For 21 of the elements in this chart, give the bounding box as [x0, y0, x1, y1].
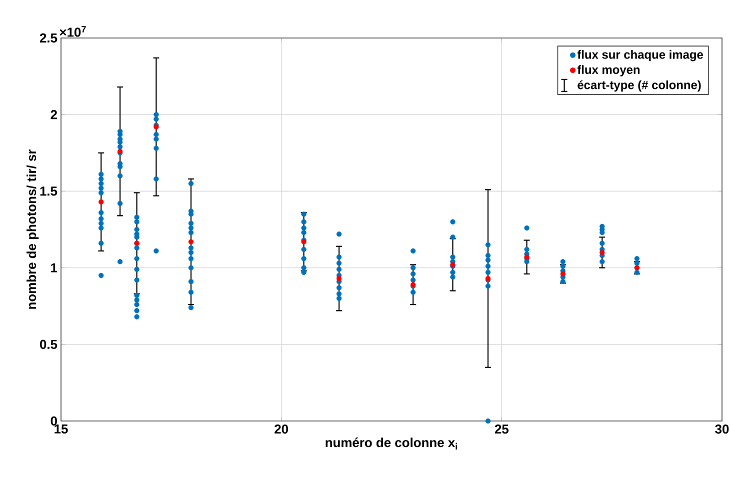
- y-tick-label: 2: [50, 110, 57, 120]
- point: [560, 271, 566, 277]
- y-tick-label: 0.5: [40, 340, 58, 349]
- legend-label: flux sur chaque image: [577, 50, 703, 62]
- point: [336, 276, 342, 282]
- point: [600, 250, 605, 256]
- annotation: écart-type (# colonne): [578, 80, 701, 92]
- x-tick-label: 15: [54, 424, 68, 434]
- y-tick-label: 1: [51, 263, 58, 272]
- point: [98, 199, 104, 204]
- x-tick-label: 30: [715, 424, 729, 434]
- x-axis-title: numéro de colonne x$_{i}$: [326, 438, 457, 450]
- x-tick-label: 25: [494, 424, 509, 434]
- y-tick-label: 1.5: [40, 186, 58, 196]
- y-axis-title: nombre de photons/ tir/ sr: [26, 149, 39, 309]
- x-tick-label: 20: [274, 424, 288, 434]
- y-tick-label: 2.5: [40, 33, 58, 43]
- legend-label: flux moyen: [577, 65, 640, 76]
- y-tick-label: 0: [50, 416, 57, 426]
- text: ×10$^{7}$: [60, 26, 86, 37]
- point: [188, 239, 194, 244]
